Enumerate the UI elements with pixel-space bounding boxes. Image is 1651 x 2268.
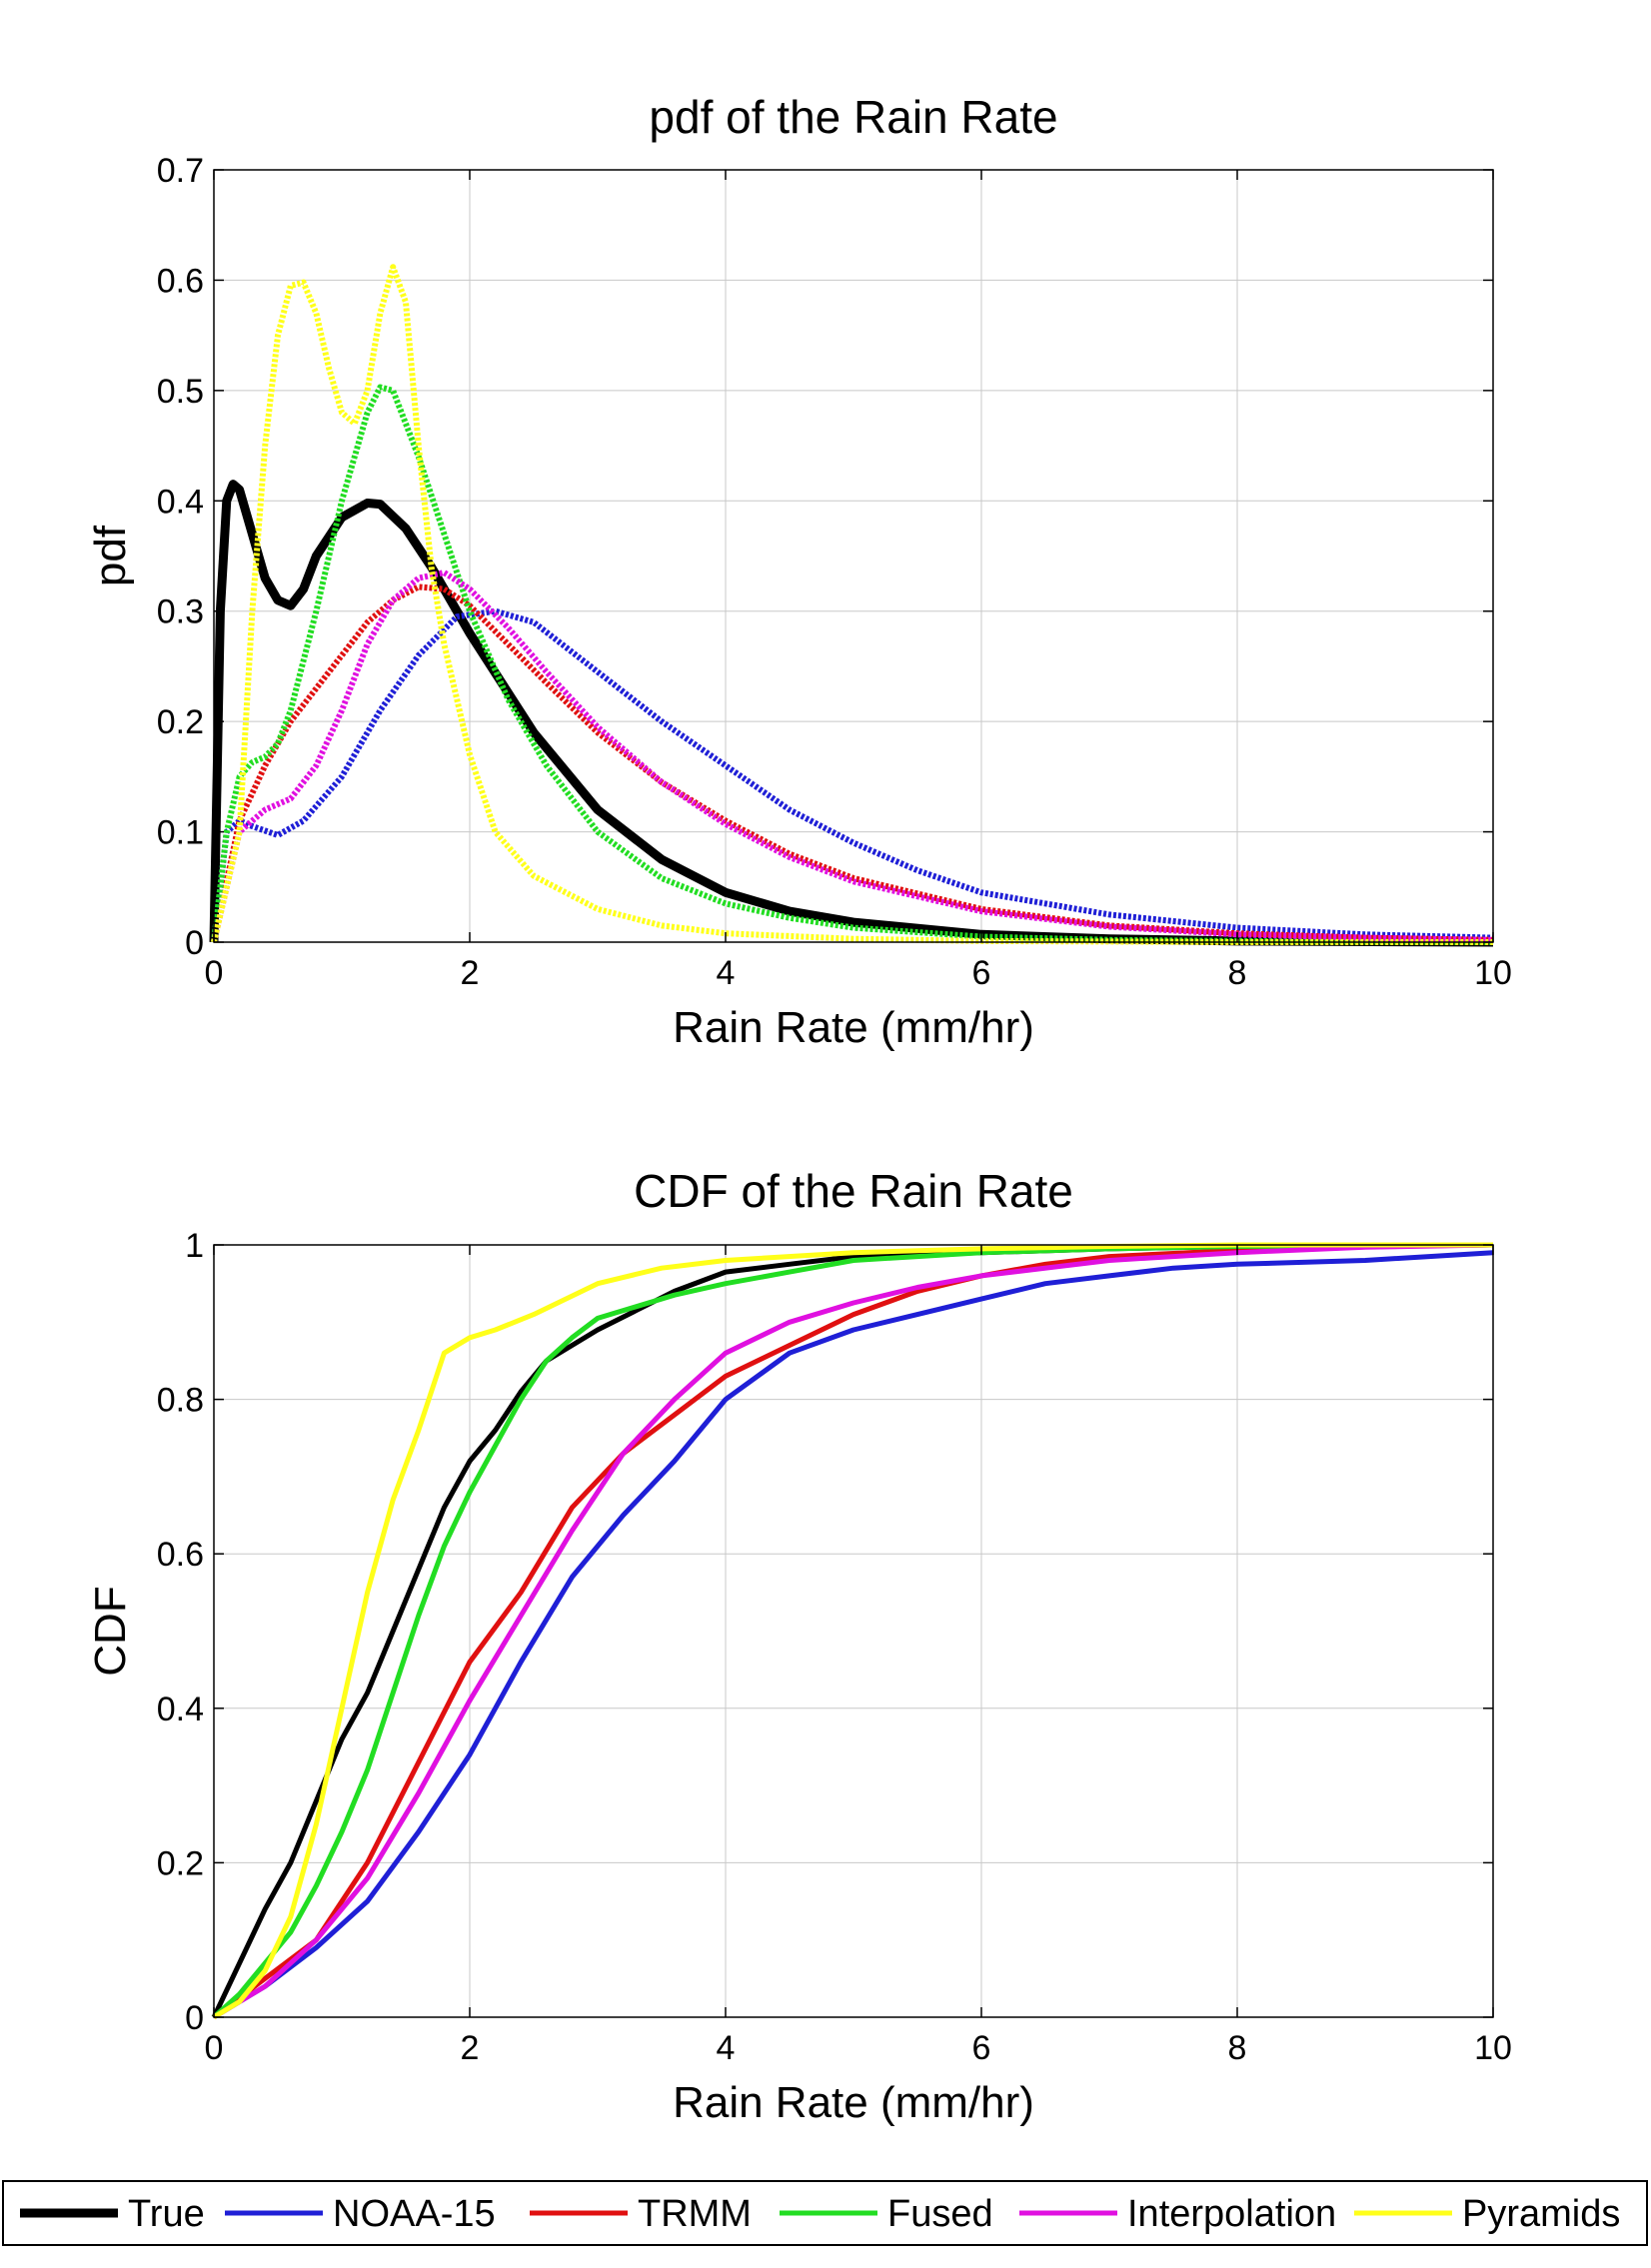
y-tick-label: 0 <box>185 1999 204 2037</box>
series-line-pyramids <box>211 264 1493 945</box>
axes-box <box>213 1244 1494 2018</box>
y-tick-label: 0.6 <box>157 262 204 300</box>
series-line-true <box>211 1242 1494 2019</box>
x-tick-label: 10 <box>1474 954 1512 992</box>
x-tick-label: 4 <box>717 2029 736 2067</box>
y-tick-label: 0 <box>185 924 204 962</box>
y-axis-label: pdf <box>86 525 135 586</box>
y-tick-label: 0.5 <box>157 373 204 411</box>
y-tick-label: 0.4 <box>157 1691 204 1728</box>
x-tick-label: 8 <box>1228 2029 1247 2067</box>
y-tick-label: 0.8 <box>157 1382 204 1420</box>
chart-title: CDF of the Rain Rate <box>634 1165 1073 1217</box>
x-tick-label: 0 <box>205 2029 224 2067</box>
chart-title: pdf of the Rain Rate <box>649 91 1057 143</box>
series-line-fused <box>211 384 1494 945</box>
y-tick-label: 0.1 <box>157 814 204 852</box>
series-line-interpolation <box>212 1242 1494 2020</box>
x-axis-label: Rain Rate (mm/hr) <box>673 1003 1034 1052</box>
x-tick-label: 6 <box>972 2029 991 2067</box>
legend-label: Pyramids <box>1462 2193 1620 2235</box>
y-axis-label: CDF <box>86 1586 135 1676</box>
y-tick-label: 1 <box>185 1227 204 1265</box>
series-line-interpolation <box>211 569 1494 943</box>
legend-label: TRMM <box>638 2193 752 2235</box>
x-axis-label: Rain Rate (mm/hr) <box>673 2078 1034 2127</box>
x-tick-label: 8 <box>1228 954 1247 992</box>
legend-label: Interpolation <box>1127 2193 1336 2235</box>
y-tick-label: 0.4 <box>157 483 204 521</box>
y-tick-label: 0.3 <box>157 593 204 631</box>
series-line-noaa-15 <box>212 1250 1494 2020</box>
cdf-chart: 0 2 4 6 8 10 0 0.2 0.4 0.6 0.8 1 CDF of the Rain Rat… <box>86 1165 1512 2127</box>
plot-area <box>214 170 1493 942</box>
x-tick-label: 2 <box>461 2029 480 2067</box>
pdf-chart: 0 2 4 6 8 10 0 0.1 0.2 0.3 0.4 0.5 0.6 0.7 pdf of the … <box>86 91 1512 1052</box>
x-tick-label: 2 <box>461 954 480 992</box>
legend-label: True <box>128 2193 205 2235</box>
series-line-trmm <box>211 583 1494 943</box>
x-tick-label: 4 <box>717 954 736 992</box>
series-line-trmm <box>212 1242 1494 2019</box>
axes-box <box>213 169 1494 943</box>
y-tick-label: 0.2 <box>157 703 204 741</box>
series-line-fused <box>212 1242 1494 2019</box>
x-tick-label: 6 <box>972 954 991 992</box>
series-line-pyramids <box>212 1242 1493 2020</box>
x-tick-label: 10 <box>1474 2029 1512 2067</box>
y-tick-label: 0.2 <box>157 1844 204 1882</box>
y-tick-label: 0.6 <box>157 1536 204 1574</box>
y-tick-label: 0.7 <box>157 152 204 190</box>
series-line-true <box>209 480 1494 947</box>
legend: True NOAA-15 TRMM Fused Interpolation Pyramid… <box>2 2180 1648 2246</box>
legend-label: NOAA-15 <box>333 2193 496 2235</box>
legend-label: Fused <box>887 2193 993 2235</box>
plot-area <box>214 1245 1493 2017</box>
x-tick-label: 0 <box>205 954 224 992</box>
series-line-noaa-15 <box>211 607 1494 943</box>
